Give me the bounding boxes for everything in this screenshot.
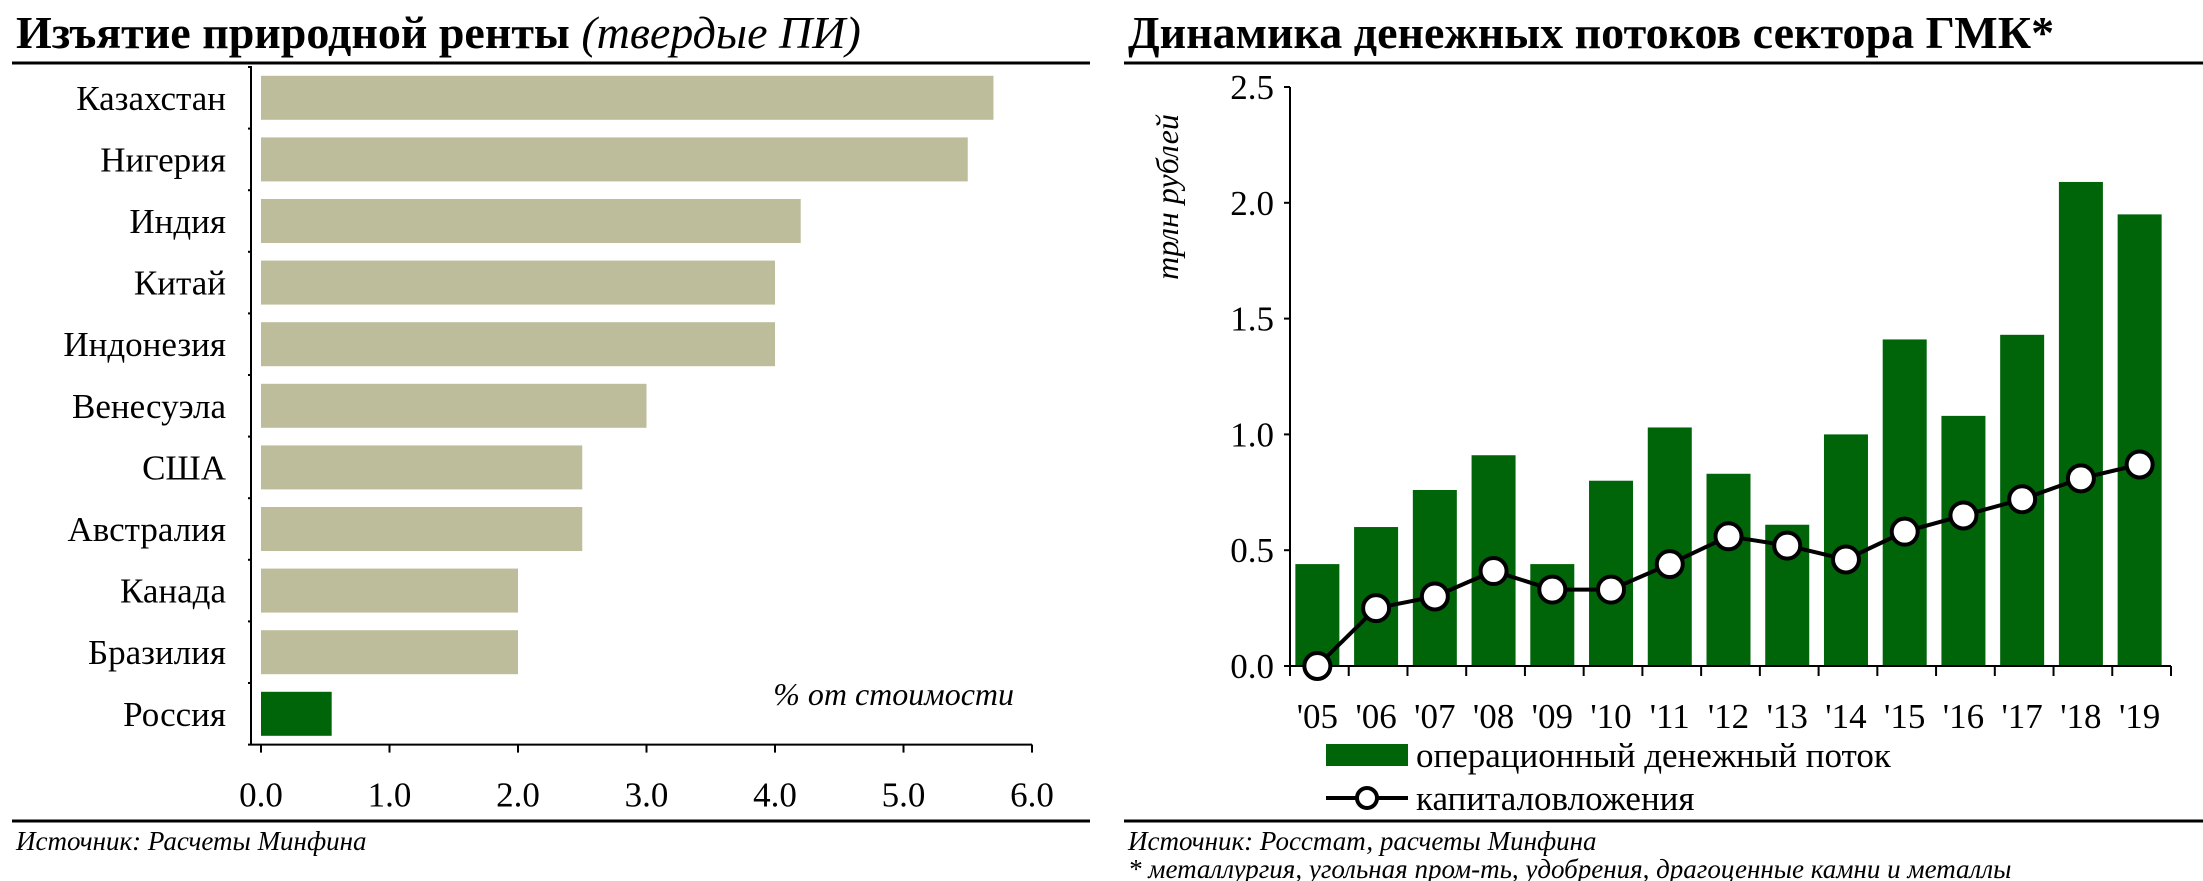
point-'16 [1948,500,1979,531]
bar-2 [261,199,801,243]
category-label: Россия [123,695,226,734]
x-tick-label: 2.0 [496,776,540,815]
y-tick-label: 0.5 [1230,531,1274,570]
bar-'18 [2058,181,2103,666]
x-tick-label: '13 [1767,697,1808,736]
point-'18 [2065,463,2096,494]
bar-1 [261,137,968,182]
left-chart-subtitle: (твердые ПИ) [581,7,860,58]
left-chart-title: Изъятие природной ренты (твердые ПИ) [16,7,861,58]
bar-'19 [2117,214,2162,666]
category-label: Австралия [68,510,227,549]
bar-'12 [1706,473,1751,666]
category-label: Индонезия [63,325,226,364]
bar-8 [261,568,518,613]
legend: операционный денежный поток капиталовлож… [1326,736,1892,818]
bar-4 [261,322,775,367]
y-tick-label: 1.0 [1230,415,1274,454]
x-tick-label: 5.0 [882,776,926,815]
category-label: Индия [129,202,226,241]
legend-line-marker [1355,786,1379,810]
y-tick-label: 1.5 [1230,300,1274,339]
legend-bar-swatch [1326,744,1408,766]
point-'15 [1889,516,1920,547]
x-tick-label: '08 [1473,697,1514,736]
category-label: Казахстан [76,79,226,118]
x-tick-label: 4.0 [753,776,797,815]
left-unit-label: % от стоимости [773,676,1014,712]
bar-7 [261,507,583,551]
x-tick-label: '07 [1414,697,1455,736]
x-tick-label: '17 [2002,697,2043,736]
point-'05 [1302,651,1333,681]
x-tick-label: '16 [1943,697,1984,736]
bar-0 [261,75,994,120]
point-'19 [2124,449,2155,480]
category-label: Китай [134,264,226,303]
category-label: Бразилия [88,633,226,672]
x-tick-label: '10 [1590,697,1631,736]
category-label: Венесуэла [72,387,226,426]
right-source: Источник: Росстат, расчеты Минфина [1127,826,1597,856]
bar-'16 [1941,415,1986,666]
bar-6 [261,445,583,490]
point-'11 [1654,549,1685,580]
x-tick-label: 1.0 [368,776,412,815]
left-axes: Казахстан Нигерия Индия Китай Индонезия Венес… [63,66,1054,815]
left-bars [261,75,994,736]
right-plot: 0.0 0.5 1.0 1.5 2.0 2.5 '05 '06 '07 '08 '09 '10 '11 '… [1230,68,2172,736]
x-tick-label: '05 [1297,697,1338,736]
category-label: Канада [120,572,226,611]
right-footnote: * металлургия, угольная пром-ть, удобрен… [1128,854,2011,881]
x-tick-label: '11 [1650,697,1690,736]
bar-'11 [1647,427,1692,666]
bar-10 [261,691,332,736]
bar-'10 [1589,480,1634,666]
bar-9 [261,630,518,675]
x-tick-label: 6.0 [1010,776,1054,815]
category-label: Нигерия [100,140,226,179]
point-'10 [1596,574,1627,605]
bar-'15 [1882,339,1927,666]
y-tick-label: 2.0 [1230,184,1274,223]
right-y-axis-label: трлн рублей [1149,114,1185,280]
right-chart: Динамика денежных потоков сектора ГМК* т… [1124,7,2203,881]
x-tick-label: 0.0 [239,776,283,815]
point-'09 [1537,574,1568,605]
bar-3 [261,260,775,305]
x-tick-label: '14 [1825,697,1866,736]
category-label: США [142,448,227,487]
point-'17 [2007,484,2038,515]
x-tick-label: '09 [1532,697,1573,736]
x-tick-label: '19 [2119,697,2160,736]
point-'08 [1478,556,1509,587]
x-tick-label: '15 [1884,697,1925,736]
bar-5 [261,383,647,428]
point-'14 [1830,544,1861,575]
point-'13 [1772,530,1803,561]
point-'06 [1361,593,1392,624]
bar-'07 [1412,489,1457,666]
legend-bar-label: операционный денежный поток [1416,736,1892,775]
right-chart-title: Динамика денежных потоков сектора ГМК* [1128,7,2054,58]
left-chart: Изъятие природной ренты (твердые ПИ) Каз… [12,7,1090,856]
point-'12 [1713,521,1744,552]
x-tick-label: '12 [1708,697,1749,736]
left-source: Источник: Расчеты Минфина [15,826,367,856]
x-tick-label: 3.0 [625,776,669,815]
y-tick-label: 0.0 [1230,647,1274,686]
y-tick-label: 2.5 [1230,68,1274,107]
x-tick-label: '18 [2060,697,2101,736]
x-tick-label: '06 [1355,697,1396,736]
point-'07 [1419,581,1450,612]
legend-line-label: капиталовложения [1416,779,1695,818]
